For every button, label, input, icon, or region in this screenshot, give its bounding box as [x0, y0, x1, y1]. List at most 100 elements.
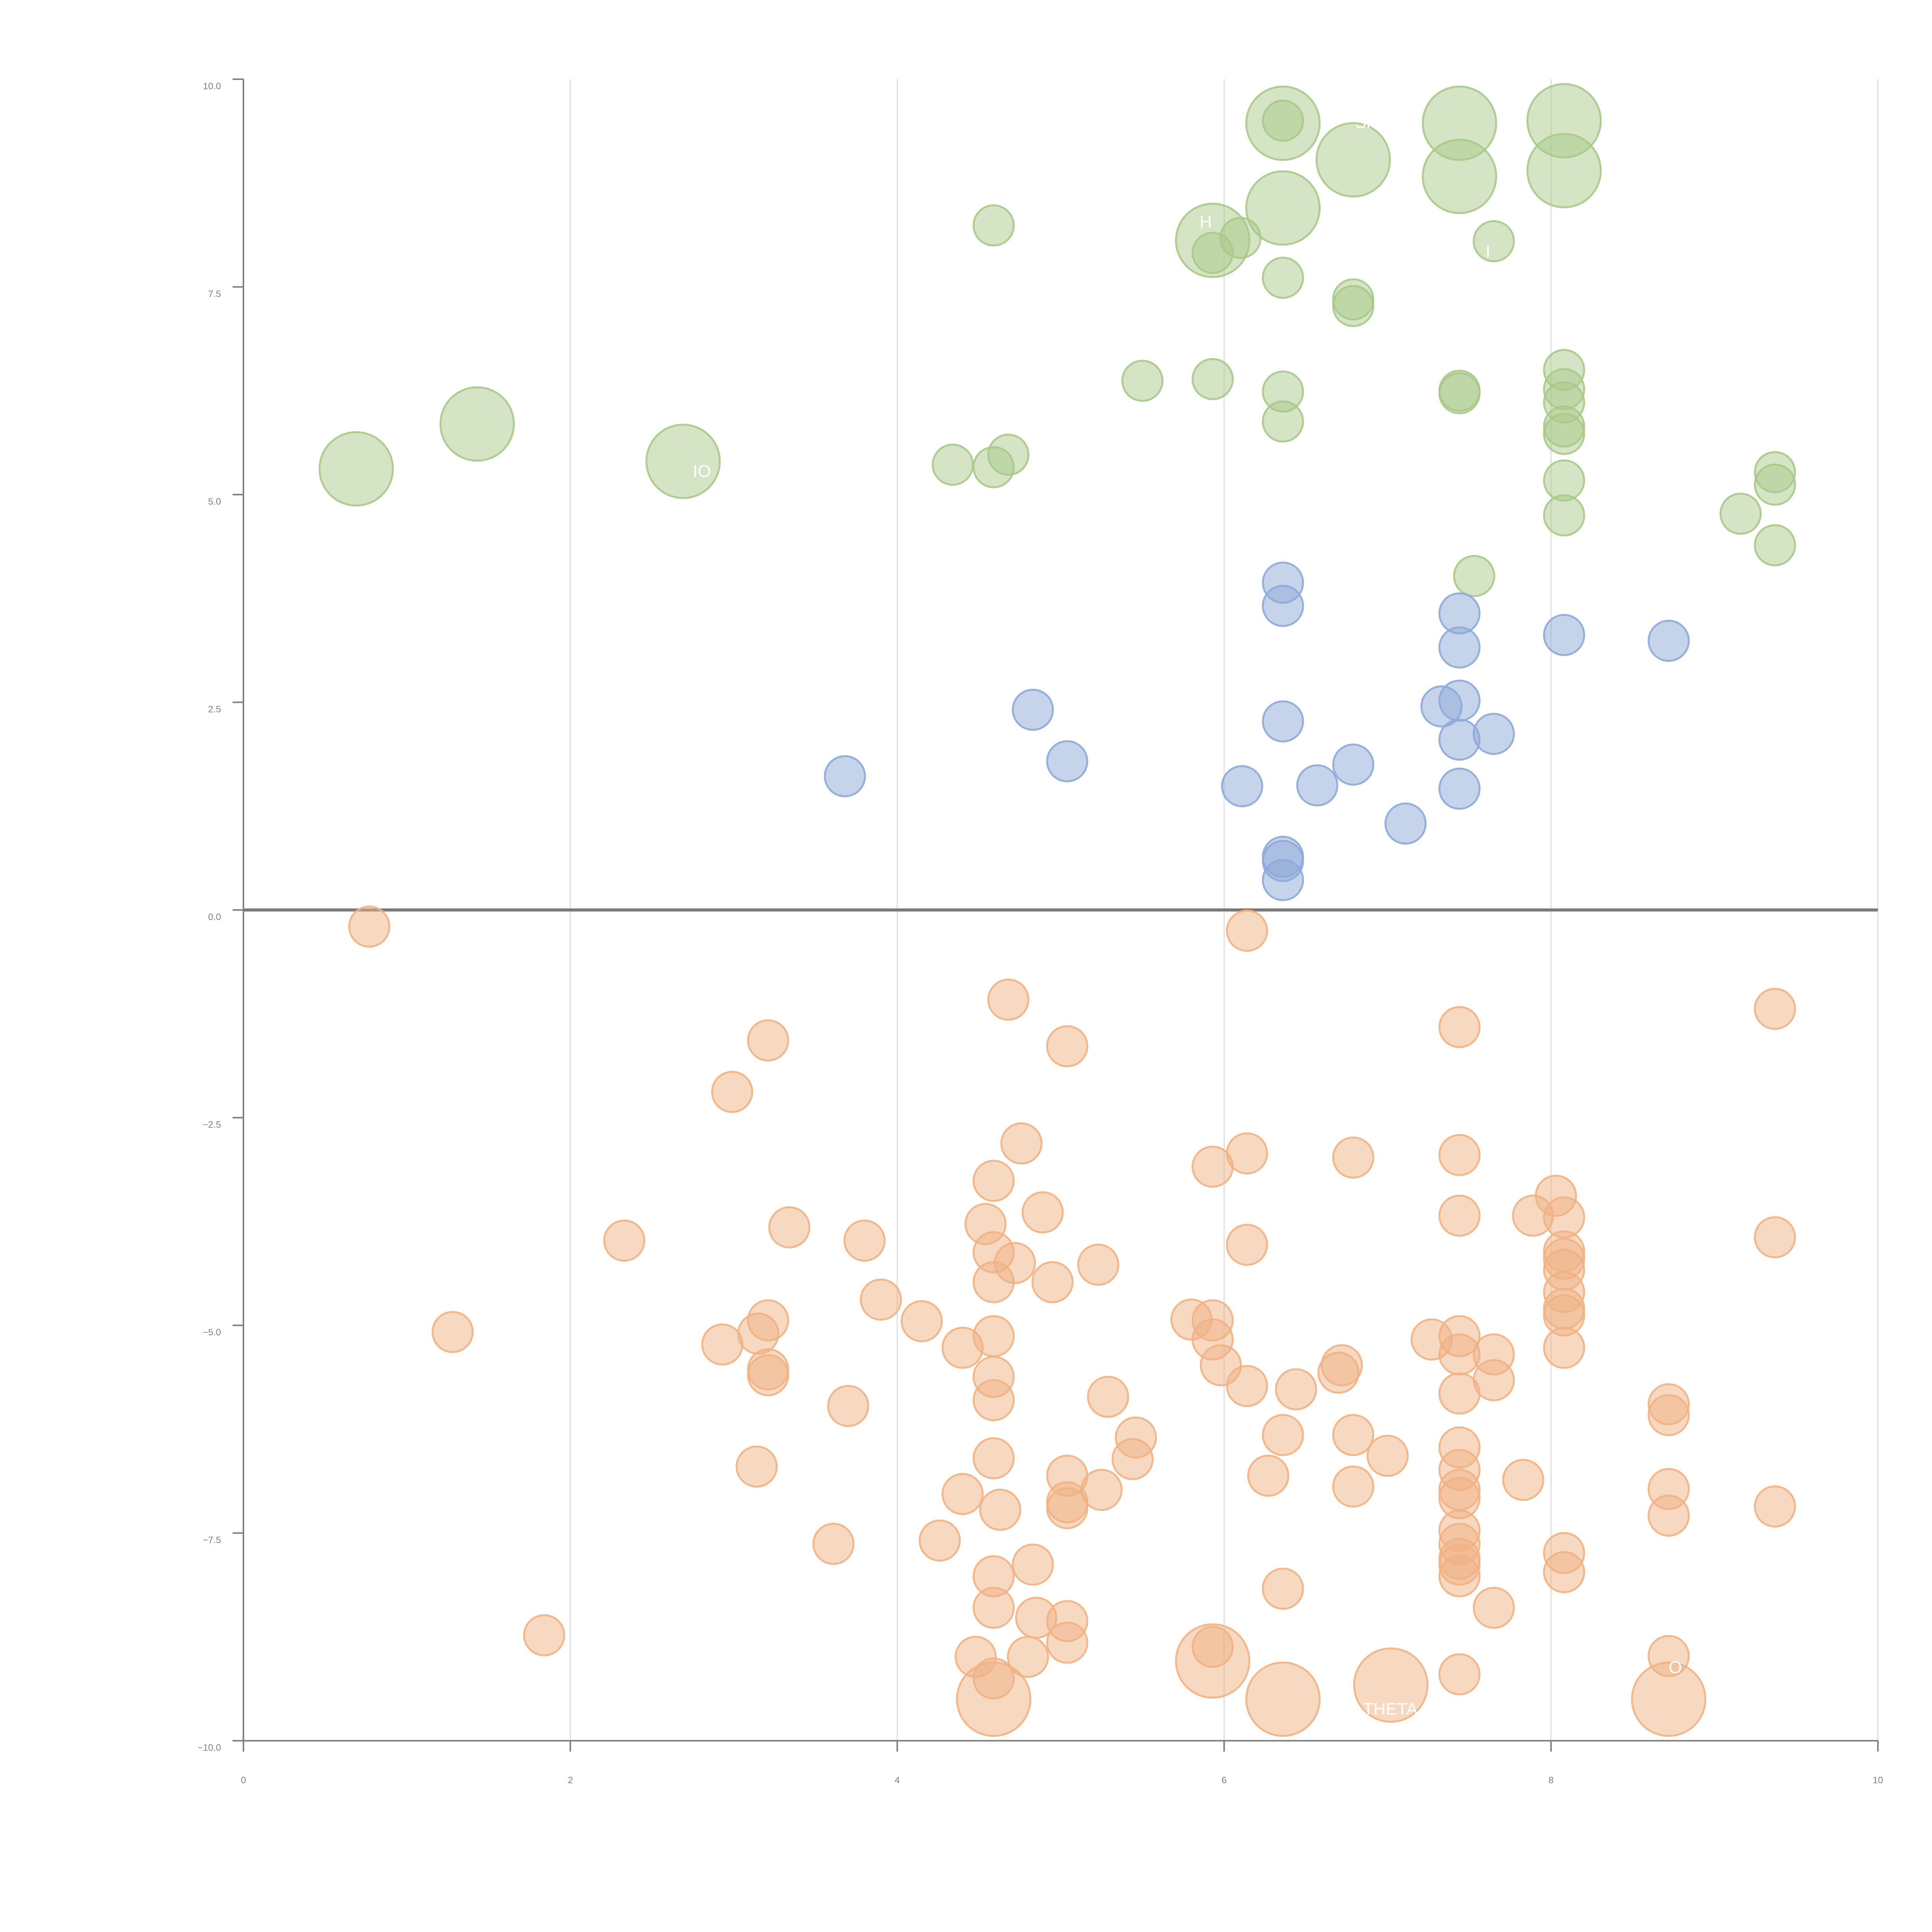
- y-tick-label: 2.5: [208, 704, 221, 715]
- data-point: [973, 1587, 1015, 1629]
- x-tick-label: 6: [1221, 1775, 1226, 1786]
- data-point: [1007, 1636, 1049, 1678]
- y-tick-label: −5.0: [203, 1327, 221, 1338]
- data-point: [348, 905, 391, 948]
- data-point: [768, 1206, 811, 1248]
- data-point: [747, 1354, 789, 1396]
- data-point: [860, 1278, 902, 1321]
- data-point: [1526, 133, 1602, 208]
- data-point: [747, 1299, 789, 1342]
- data-point: [1438, 1194, 1481, 1237]
- data-point: [973, 204, 1015, 247]
- data-point: [1226, 1365, 1268, 1407]
- data-point: [900, 1300, 943, 1342]
- data-point: [1245, 170, 1321, 246]
- data-point: [1438, 372, 1481, 415]
- y-tick-label: −10.0: [197, 1743, 221, 1753]
- data-point: [1046, 1621, 1088, 1664]
- data-point: [1438, 1653, 1481, 1696]
- data-point: [1543, 1551, 1585, 1594]
- data-point: [1315, 122, 1391, 198]
- data-point: [1245, 1662, 1321, 1737]
- data-point: [1438, 767, 1481, 810]
- data-point: [1631, 1662, 1707, 1737]
- data-point: [1262, 700, 1304, 743]
- data-point: [1121, 359, 1163, 402]
- data-point: [1473, 1587, 1515, 1629]
- data-point: [439, 386, 515, 462]
- data-point: [1543, 494, 1585, 537]
- data-point: [1438, 718, 1481, 761]
- axes: −10.0 −7.5 −5.0 −2.5 0.0 2.5 5.0 7.5 10.0 0 2 4 6 8 10: [197, 78, 1883, 1786]
- data-point: [1648, 1394, 1690, 1436]
- data-point: [1262, 859, 1304, 901]
- data-point: [1438, 679, 1481, 722]
- data-point: [1648, 619, 1690, 662]
- data-point: [1275, 1368, 1317, 1411]
- data-point: [1262, 585, 1304, 627]
- data-point: [987, 978, 1030, 1021]
- data-point: [973, 1315, 1015, 1357]
- data-point: [1754, 524, 1796, 566]
- data-point: [603, 1219, 646, 1262]
- data-point: [1221, 765, 1264, 808]
- data-point: [1384, 802, 1427, 845]
- data-point: [932, 444, 974, 486]
- data-point: [1353, 1647, 1429, 1723]
- data-point: [973, 1160, 1015, 1202]
- data-point: [1191, 358, 1234, 400]
- data-point: [812, 1522, 855, 1565]
- y-tick-label: 7.5: [208, 289, 221, 299]
- x-tick-label: 2: [568, 1775, 573, 1786]
- data-point: [1226, 1132, 1268, 1175]
- data-point: [1473, 220, 1515, 262]
- point-annotation: THETA: [1363, 1700, 1418, 1719]
- data-point: [1438, 1006, 1481, 1048]
- data-point: [1754, 988, 1796, 1030]
- data-point: [1262, 1414, 1304, 1456]
- x-tick-label: 10: [1873, 1775, 1883, 1786]
- x-tick-label: 8: [1548, 1775, 1553, 1786]
- data-point: [1543, 1327, 1585, 1369]
- data-point: [1473, 713, 1515, 755]
- data-point: [1453, 555, 1495, 597]
- data-point: [1046, 1025, 1088, 1068]
- point-annotation: I: [1486, 242, 1490, 260]
- data-point: [711, 1071, 753, 1113]
- data-point: [1332, 743, 1374, 786]
- data-point: [1543, 413, 1585, 455]
- y-tick-label: 5.0: [208, 497, 221, 507]
- data-point: [701, 1323, 743, 1366]
- data-point: [1543, 614, 1585, 656]
- data-point: [1321, 1344, 1363, 1386]
- y-tick-label: −7.5: [203, 1535, 221, 1546]
- data-point: [1262, 400, 1304, 443]
- data-point: [1438, 1134, 1481, 1176]
- data-point: [1296, 764, 1338, 806]
- data-point: [973, 1437, 1015, 1480]
- y-tick-label: 10.0: [203, 81, 221, 92]
- data-point: [523, 1614, 565, 1656]
- data-point: [1262, 100, 1304, 142]
- data-point: [918, 1519, 961, 1562]
- data-point: [1754, 1485, 1796, 1528]
- data-point: [941, 1473, 984, 1515]
- y-tick-label: 0.0: [208, 912, 221, 922]
- data-point: [1000, 1122, 1043, 1165]
- data-point: [735, 1446, 778, 1488]
- data-point: [1438, 626, 1481, 669]
- data-point: [1648, 1494, 1690, 1537]
- x-tick-label: 4: [895, 1775, 900, 1786]
- y-tick-label: −2.5: [203, 1120, 221, 1130]
- data-point: [1080, 1469, 1123, 1511]
- data-point: [824, 755, 866, 798]
- point-annotation: E: [378, 499, 389, 518]
- data-point: [1332, 1414, 1374, 1456]
- data-point: [1077, 1243, 1119, 1286]
- data-point: [1422, 139, 1497, 214]
- point-annotation: H: [1200, 213, 1212, 231]
- data-point: [1031, 1261, 1074, 1303]
- data-point: [1012, 689, 1054, 731]
- data-point: [1226, 910, 1268, 952]
